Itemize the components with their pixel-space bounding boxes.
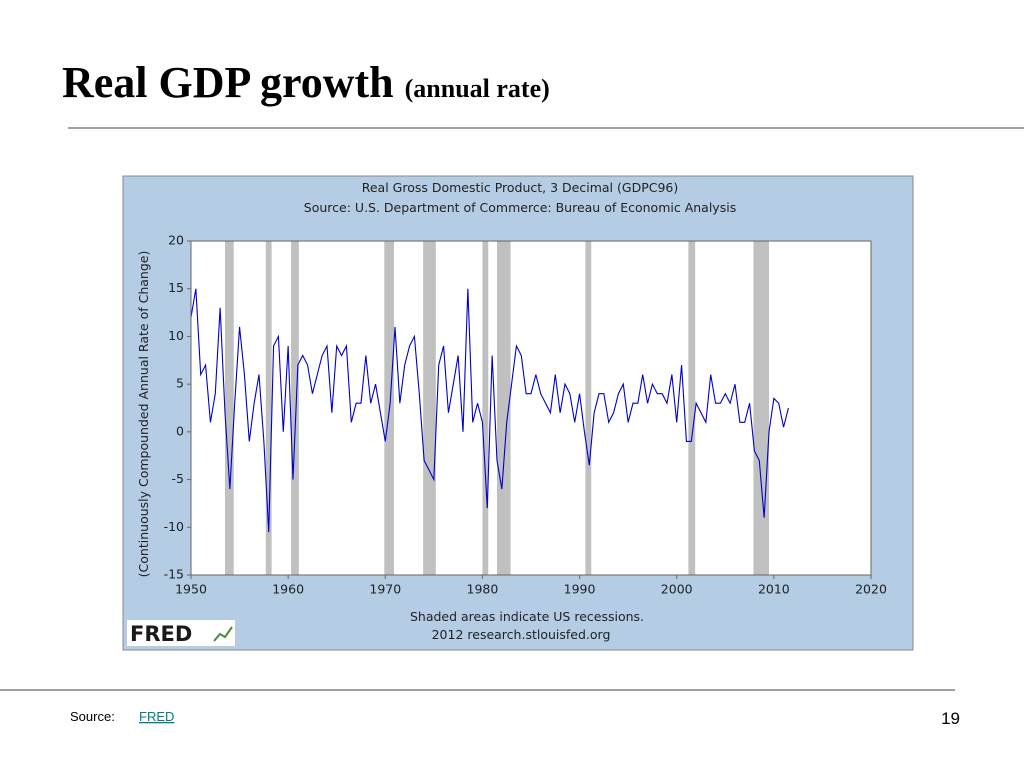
x-tick-label: 2000 [661, 582, 693, 597]
recession-band [423, 241, 436, 575]
recession-band [265, 241, 272, 575]
y-tick-label: 10 [168, 328, 184, 343]
data-line [190, 288, 789, 533]
x-tick-label: 1990 [564, 582, 596, 597]
x-tick-label: 1950 [175, 582, 207, 597]
chart-credit: 2012 research.stlouisfed.org [432, 627, 611, 642]
recession-band [585, 241, 592, 575]
recession-band [482, 241, 489, 575]
y-tick-label: 5 [176, 376, 184, 391]
x-tick-label: 2010 [758, 582, 790, 597]
title-sub: (annual rate) [405, 74, 550, 103]
recession-band [753, 241, 769, 575]
slide-title: Real GDP growth (annual rate) [62, 58, 550, 107]
title-main: Real GDP growth [62, 58, 394, 107]
logo-icon [213, 626, 233, 642]
x-tick-label: 2020 [855, 582, 887, 597]
y-axis-label: (Continuously Compounded Annual Rate of … [136, 251, 151, 578]
y-tick-label: -5 [172, 471, 184, 486]
logo-box [127, 620, 235, 646]
chart-note: Shaded areas indicate US recessions. [410, 609, 644, 624]
recession-band [497, 241, 511, 575]
recession-band [225, 241, 234, 575]
x-tick-label: 1970 [369, 582, 401, 597]
source-link[interactable]: FRED [139, 709, 174, 724]
plot-frame [190, 240, 872, 576]
y-tick-label: 15 [168, 280, 184, 295]
y-tick-label: 20 [168, 233, 184, 248]
page-number: 19 [941, 709, 960, 728]
y-tick-label: -15 [164, 567, 184, 582]
y-tick-label: 0 [176, 423, 184, 438]
x-tick-label: 1960 [272, 582, 304, 597]
y-tick-label: -10 [164, 519, 184, 534]
recession-band [291, 241, 299, 575]
logo: FRED [130, 622, 192, 646]
x-tick-label: 1980 [467, 582, 499, 597]
recession-band [688, 241, 696, 575]
chart-title: Real Gross Domestic Product, 3 Decimal (… [362, 180, 679, 195]
chart-subtitle: Source: U.S. Department of Commerce: Bur… [304, 200, 736, 215]
plot [190, 241, 789, 575]
source-label: Source: [70, 709, 115, 724]
